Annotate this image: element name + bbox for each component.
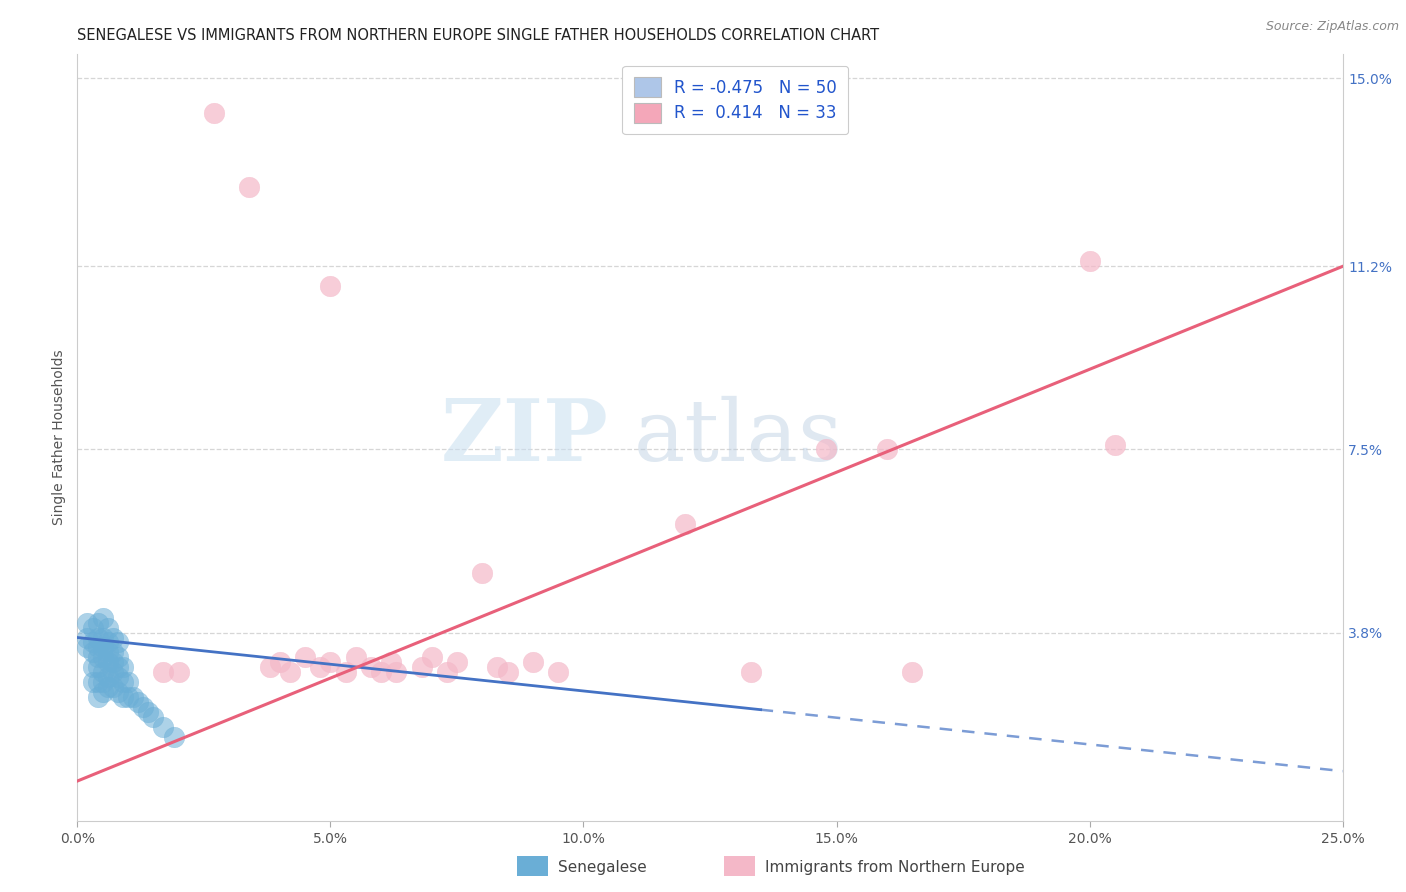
Point — [82, 621, 104, 635]
Point — [97, 680, 120, 694]
Point — [107, 635, 129, 649]
Point — [446, 655, 468, 669]
Point — [385, 665, 408, 680]
Point — [91, 650, 114, 665]
Point — [496, 665, 519, 680]
Point — [380, 655, 402, 669]
Point — [278, 665, 301, 680]
Point — [111, 675, 134, 690]
Point — [436, 665, 458, 680]
Text: atlas: atlas — [634, 395, 844, 479]
Point — [76, 631, 98, 645]
Point — [97, 621, 120, 635]
Point — [167, 665, 190, 680]
Point — [101, 655, 124, 669]
Point — [82, 645, 104, 659]
Point — [815, 442, 838, 457]
Point — [76, 615, 98, 630]
Point — [91, 611, 114, 625]
Point — [202, 106, 225, 120]
Point — [142, 709, 165, 723]
Point — [876, 442, 898, 457]
Point — [122, 690, 145, 704]
Point — [1078, 254, 1101, 268]
Point — [91, 685, 114, 699]
Point — [309, 660, 332, 674]
Point — [101, 665, 124, 680]
Point — [111, 690, 134, 704]
Point — [86, 690, 108, 704]
Point — [97, 655, 120, 669]
Point — [360, 660, 382, 674]
Point — [522, 655, 544, 669]
Point — [411, 660, 433, 674]
Point — [259, 660, 281, 674]
Point — [101, 680, 124, 694]
Point — [152, 720, 174, 734]
Point — [132, 699, 155, 714]
Point — [319, 279, 342, 293]
Point — [86, 675, 108, 690]
Legend: R = -0.475   N = 50, R =  0.414   N = 33: R = -0.475 N = 50, R = 0.414 N = 33 — [623, 66, 848, 134]
Point — [86, 660, 108, 674]
Point — [901, 665, 924, 680]
Point — [486, 660, 509, 674]
Point — [162, 730, 184, 744]
Text: SENEGALESE VS IMMIGRANTS FROM NORTHERN EUROPE SINGLE FATHER HOUSEHOLDS CORRELATI: SENEGALESE VS IMMIGRANTS FROM NORTHERN E… — [77, 28, 880, 43]
Point — [97, 645, 120, 659]
Point — [673, 516, 696, 531]
Point — [82, 675, 104, 690]
Point — [238, 180, 260, 194]
Point — [1104, 437, 1126, 451]
Point — [101, 631, 124, 645]
Point — [107, 685, 129, 699]
Point — [97, 670, 120, 684]
Point — [82, 635, 104, 649]
Point — [117, 675, 139, 690]
Point — [111, 660, 134, 674]
Text: Source: ZipAtlas.com: Source: ZipAtlas.com — [1265, 20, 1399, 33]
Point — [101, 645, 124, 659]
Point — [107, 670, 129, 684]
Point — [76, 640, 98, 655]
Point — [91, 675, 114, 690]
Point — [107, 650, 129, 665]
Point — [335, 665, 357, 680]
Point — [86, 615, 108, 630]
Point — [86, 631, 108, 645]
Point — [344, 650, 367, 665]
Point — [136, 705, 159, 719]
Point — [86, 650, 108, 665]
Point — [740, 665, 762, 680]
Point — [91, 631, 114, 645]
Point — [86, 640, 108, 655]
Text: Immigrants from Northern Europe: Immigrants from Northern Europe — [765, 860, 1025, 874]
Point — [91, 640, 114, 655]
Y-axis label: Single Father Households: Single Father Households — [52, 350, 66, 524]
Point — [294, 650, 316, 665]
Point — [82, 660, 104, 674]
Text: Senegalese: Senegalese — [558, 860, 647, 874]
Point — [107, 660, 129, 674]
Point — [319, 655, 342, 669]
Point — [117, 690, 139, 704]
Point — [370, 665, 392, 680]
Point — [269, 655, 291, 669]
Text: ZIP: ZIP — [441, 395, 609, 479]
Point — [547, 665, 569, 680]
Point — [127, 695, 149, 709]
Point — [97, 635, 120, 649]
Point — [420, 650, 443, 665]
Point — [91, 665, 114, 680]
Point — [471, 566, 494, 581]
Point — [152, 665, 174, 680]
